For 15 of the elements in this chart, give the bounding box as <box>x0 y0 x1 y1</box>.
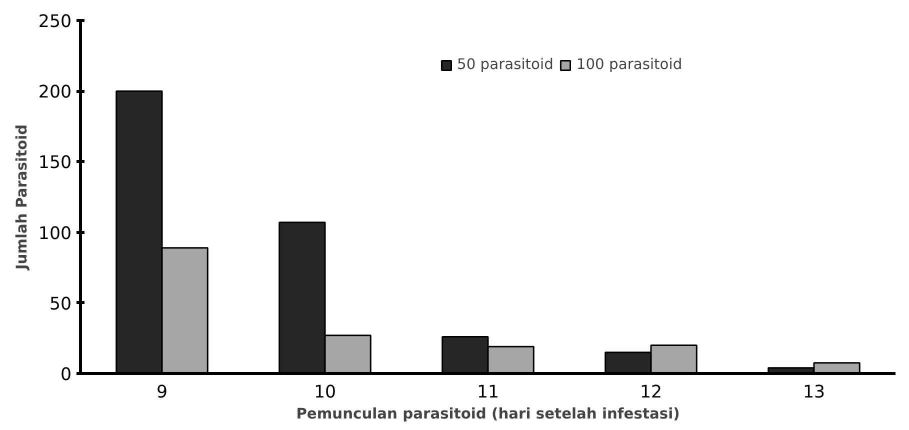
x-axis-title: Pemunculan parasitoid (hari setelah infestasi) <box>296 406 680 422</box>
x-tick-label: 11 <box>476 382 500 402</box>
x-tick-label: 12 <box>640 382 662 402</box>
y-axis-title: Jumlah Parasitoid <box>13 124 30 271</box>
legend-label: 50 parasitoid <box>457 56 554 73</box>
legend-label: 100 parasitoid <box>576 56 682 73</box>
y-tick-label: 100 <box>38 224 72 244</box>
y-tick-label: 150 <box>38 153 72 174</box>
y-tick-label: 0 <box>60 365 72 385</box>
x-tick-label: 9 <box>156 382 168 402</box>
y-tick-label: 50 <box>49 294 72 314</box>
y-tick-label: 250 <box>38 12 72 32</box>
x-tick-label: 13 <box>802 382 826 402</box>
x-tick-label: 10 <box>314 382 336 402</box>
y-tick-label: 200 <box>38 82 72 103</box>
